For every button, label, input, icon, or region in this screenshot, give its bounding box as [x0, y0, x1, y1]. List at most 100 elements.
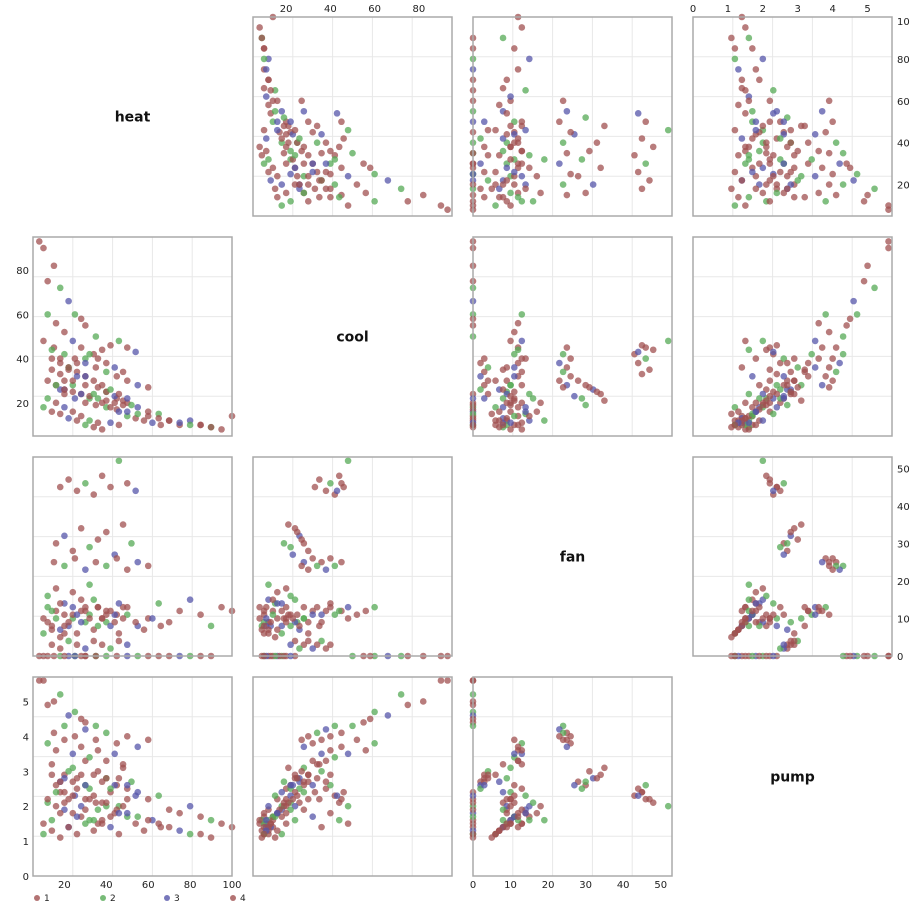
data-point: [318, 767, 325, 775]
data-point: [69, 388, 77, 396]
data-point: [265, 168, 272, 176]
data-point: [526, 164, 533, 172]
data-point: [207, 834, 215, 841]
data-point: [298, 536, 305, 543]
data-point: [71, 733, 79, 740]
data-point: [44, 311, 51, 318]
data-point: [752, 399, 760, 407]
data-point: [287, 781, 294, 789]
data-point: [265, 156, 272, 163]
data-point: [776, 543, 784, 551]
data-point: [815, 147, 822, 155]
data-point: [495, 193, 503, 201]
tick-label: 30: [897, 539, 910, 550]
data-point: [522, 87, 529, 94]
data-point: [507, 419, 514, 427]
data-point: [123, 641, 131, 649]
data-point: [522, 185, 529, 193]
data-point: [65, 297, 72, 305]
data-point: [507, 202, 514, 209]
data-point: [119, 615, 127, 622]
data-point: [735, 193, 742, 201]
tick-label: 20: [280, 4, 293, 15]
data-point: [327, 771, 334, 779]
data-point: [829, 355, 836, 362]
data-point: [825, 97, 833, 105]
data-point: [593, 139, 601, 146]
data-point: [503, 415, 511, 422]
data-point: [537, 399, 544, 407]
data-point: [280, 114, 288, 121]
data-point: [48, 760, 56, 768]
data-point: [742, 615, 749, 622]
data-point: [829, 377, 836, 385]
data-point: [90, 390, 98, 398]
data-point: [818, 558, 826, 566]
data-point: [65, 823, 72, 831]
data-point: [77, 412, 85, 420]
data-point: [664, 802, 672, 810]
data-point: [327, 809, 334, 817]
tick-label: 40: [100, 880, 113, 891]
data-point: [132, 487, 139, 495]
data-point: [634, 348, 642, 356]
data-point: [371, 198, 378, 205]
data-point: [123, 781, 131, 789]
data-point: [52, 319, 60, 327]
data-point: [271, 185, 279, 193]
data-point: [115, 809, 123, 817]
data-point: [119, 802, 127, 810]
data-point: [107, 419, 114, 427]
data-point: [484, 377, 492, 385]
data-point: [728, 185, 735, 193]
data-point: [128, 540, 135, 547]
data-point: [132, 820, 139, 827]
data-point: [56, 483, 64, 491]
data-point: [507, 381, 514, 389]
data-point: [511, 750, 518, 758]
data-point: [477, 160, 484, 167]
data-point: [61, 532, 68, 540]
panel-heat-vs-pump: [692, 13, 893, 217]
data-point: [839, 333, 847, 340]
data-point: [484, 364, 492, 371]
data-point: [56, 645, 64, 652]
data-point: [763, 397, 770, 404]
data-point: [518, 160, 526, 167]
data-point: [338, 479, 345, 487]
data-point: [804, 139, 812, 146]
data-point: [763, 139, 770, 146]
data-point: [582, 778, 589, 786]
data-point: [756, 160, 763, 167]
data-point: [533, 809, 541, 817]
data-point: [282, 585, 290, 592]
data-point: [92, 722, 100, 730]
data-point: [749, 168, 756, 176]
data-point: [186, 802, 194, 810]
data-point: [73, 774, 81, 782]
data-point: [522, 408, 529, 415]
data-point: [69, 603, 77, 611]
data-point: [759, 615, 767, 622]
data-point: [773, 381, 781, 389]
tick-label: 50: [654, 880, 667, 891]
data-point: [749, 107, 756, 115]
data-point: [499, 760, 507, 768]
variable-label-pump: pump: [770, 770, 815, 786]
data-point: [318, 618, 325, 626]
data-point: [260, 830, 268, 838]
data-point: [107, 342, 114, 349]
data-point: [278, 630, 286, 637]
data-point: [480, 381, 488, 389]
data-point: [113, 373, 121, 380]
data-point: [119, 368, 127, 376]
data-point: [731, 168, 739, 176]
data-point: [776, 359, 784, 367]
data-point: [218, 820, 225, 827]
data-point: [783, 185, 791, 193]
data-point: [287, 170, 294, 178]
data-point: [349, 722, 356, 730]
data-point: [309, 611, 317, 618]
data-point: [563, 149, 571, 157]
data-point: [94, 747, 102, 754]
